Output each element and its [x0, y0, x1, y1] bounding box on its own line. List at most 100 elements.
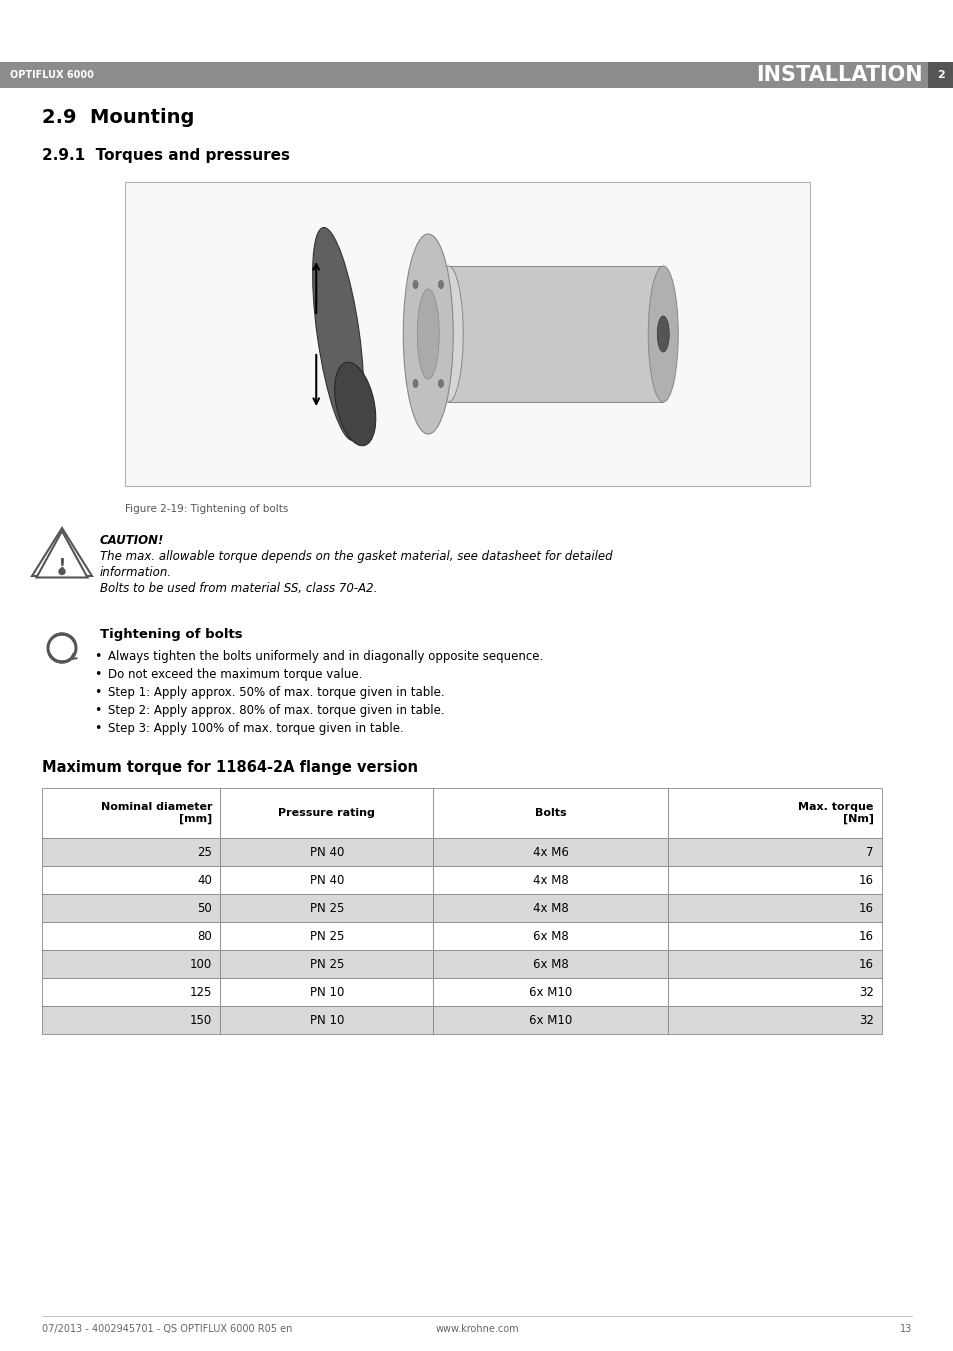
Text: 6x M8: 6x M8 [533, 929, 568, 943]
Bar [668, 838, 881, 866]
Text: INSTALLATION: INSTALLATION [756, 65, 923, 85]
Ellipse shape [438, 380, 443, 388]
Circle shape [59, 569, 65, 574]
Text: 40: 40 [197, 874, 213, 886]
Text: 32: 32 [858, 1013, 873, 1027]
Bar [42, 921, 220, 950]
Text: 50: 50 [197, 901, 213, 915]
Bar [220, 1006, 433, 1034]
Text: 80: 80 [197, 929, 213, 943]
Text: Max. torque
[Nm]: Max. torque [Nm] [798, 801, 873, 824]
Text: 7: 7 [865, 846, 873, 858]
Text: •: • [94, 686, 101, 698]
Bar [42, 788, 220, 838]
Text: Figure 2-19: Tightening of bolts: Figure 2-19: Tightening of bolts [125, 504, 288, 513]
Text: •: • [94, 704, 101, 717]
Bar [433, 1006, 668, 1034]
Text: •: • [94, 721, 101, 735]
Text: 6x M10: 6x M10 [529, 1013, 572, 1027]
Bar [668, 894, 881, 921]
Ellipse shape [438, 281, 443, 289]
Text: OPTIFLUX 6000: OPTIFLUX 6000 [10, 70, 93, 80]
Bar [433, 950, 668, 978]
Text: 6x M8: 6x M8 [533, 958, 568, 970]
Text: 150: 150 [190, 1013, 213, 1027]
Bar [220, 894, 433, 921]
Ellipse shape [416, 289, 438, 380]
Ellipse shape [648, 266, 678, 403]
Text: 16: 16 [858, 901, 873, 915]
Bar [220, 788, 433, 838]
Text: 4x M8: 4x M8 [533, 874, 568, 886]
Text: •: • [94, 667, 101, 681]
Bar [927, 62, 953, 88]
Bar [433, 866, 668, 894]
Text: 2.9.1  Torques and pressures: 2.9.1 Torques and pressures [42, 149, 290, 163]
Text: 4x M8: 4x M8 [533, 901, 568, 915]
Text: PN 40: PN 40 [310, 874, 344, 886]
Text: Always tighten the bolts uniformely and in diagonally opposite sequence.: Always tighten the bolts uniformely and … [108, 650, 542, 663]
Text: Bolts to be used from material SS, class 70-A2.: Bolts to be used from material SS, class… [100, 582, 377, 594]
Bar [433, 894, 668, 921]
Bar [220, 838, 433, 866]
Text: !: ! [58, 558, 66, 574]
Bar [668, 950, 881, 978]
Bar [220, 866, 433, 894]
Bar [668, 788, 881, 838]
Ellipse shape [335, 362, 375, 446]
Text: PN 10: PN 10 [310, 985, 344, 998]
Polygon shape [36, 531, 88, 577]
Text: PN 25: PN 25 [310, 929, 344, 943]
Bar [433, 788, 668, 838]
Text: 4x M6: 4x M6 [533, 846, 568, 858]
Text: Pressure rating: Pressure rating [278, 808, 375, 817]
Ellipse shape [657, 316, 669, 353]
Bar [668, 1006, 881, 1034]
Bar [433, 838, 668, 866]
Bar [220, 978, 433, 1006]
Ellipse shape [403, 234, 453, 434]
Ellipse shape [413, 380, 417, 388]
Bar [42, 1006, 220, 1034]
Bar [125, 182, 809, 486]
Ellipse shape [413, 281, 417, 289]
Text: Tightening of bolts: Tightening of bolts [100, 628, 242, 640]
Bar [42, 950, 220, 978]
Text: Step 1: Apply approx. 50% of max. torque given in table.: Step 1: Apply approx. 50% of max. torque… [108, 686, 444, 698]
Text: 125: 125 [190, 985, 213, 998]
Bar [220, 950, 433, 978]
Polygon shape [32, 528, 91, 576]
Text: PN 25: PN 25 [310, 901, 344, 915]
Text: 13: 13 [899, 1324, 911, 1333]
Text: Bolts: Bolts [535, 808, 566, 817]
Text: Nominal diameter
[mm]: Nominal diameter [mm] [101, 801, 213, 824]
Bar [668, 921, 881, 950]
Bar [433, 978, 668, 1006]
Text: information.: information. [100, 566, 172, 580]
Text: 32: 32 [858, 985, 873, 998]
Ellipse shape [433, 266, 463, 403]
Text: 2.9  Mounting: 2.9 Mounting [42, 108, 194, 127]
Bar [448, 266, 662, 403]
Text: 2: 2 [936, 70, 943, 80]
Bar [433, 921, 668, 950]
Text: Step 3: Apply 100% of max. torque given in table.: Step 3: Apply 100% of max. torque given … [108, 721, 403, 735]
Bar [42, 894, 220, 921]
Text: Maximum torque for 11864-2A flange version: Maximum torque for 11864-2A flange versi… [42, 761, 417, 775]
Text: 6x M10: 6x M10 [529, 985, 572, 998]
Text: PN 25: PN 25 [310, 958, 344, 970]
Text: Step 2: Apply approx. 80% of max. torque given in table.: Step 2: Apply approx. 80% of max. torque… [108, 704, 444, 717]
Text: 16: 16 [858, 929, 873, 943]
Text: 16: 16 [858, 874, 873, 886]
Bar [42, 838, 220, 866]
Text: 16: 16 [858, 958, 873, 970]
Text: 07/2013 - 4002945701 - QS OPTIFLUX 6000 R05 en: 07/2013 - 4002945701 - QS OPTIFLUX 6000 … [42, 1324, 292, 1333]
Text: CAUTION!: CAUTION! [100, 534, 164, 547]
Text: www.krohne.com: www.krohne.com [435, 1324, 518, 1333]
Text: The max. allowable torque depends on the gasket material, see datasheet for deta: The max. allowable torque depends on the… [100, 550, 612, 563]
Bar [42, 978, 220, 1006]
Bar [220, 921, 433, 950]
Bar [668, 978, 881, 1006]
Text: PN 10: PN 10 [310, 1013, 344, 1027]
Text: 25: 25 [197, 846, 213, 858]
